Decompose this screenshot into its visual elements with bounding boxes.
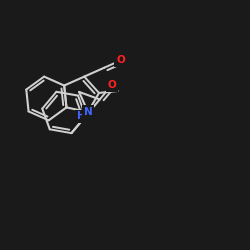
Text: HN: HN <box>77 111 94 121</box>
Text: O: O <box>107 80 116 90</box>
Text: N: N <box>84 107 92 117</box>
Text: O: O <box>116 56 125 66</box>
